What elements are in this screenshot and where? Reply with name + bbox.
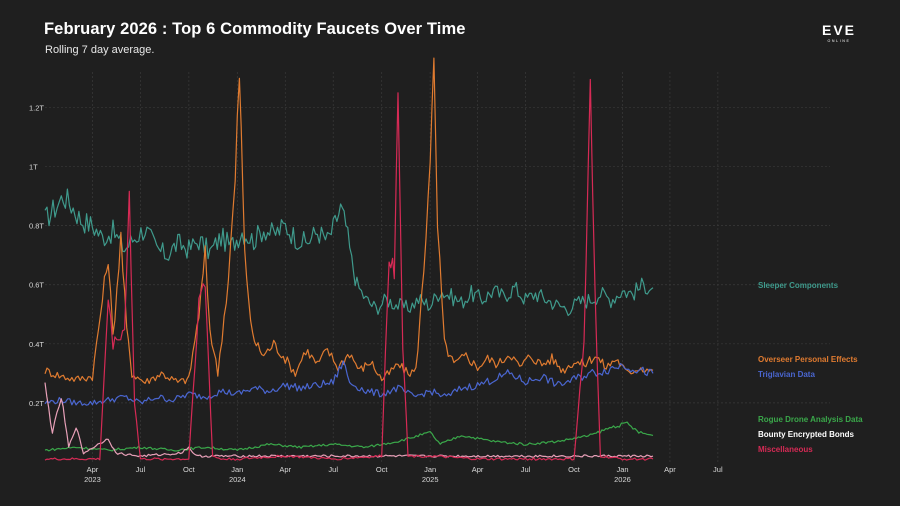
svg-text:EVE: EVE [822, 22, 856, 38]
series-line-3 [44, 421, 654, 452]
grid [45, 72, 830, 462]
series-label-4: Bounty Encrypted Bonds [758, 430, 855, 439]
series-label-0: Sleeper Components [758, 281, 839, 290]
svg-text:ONLINE: ONLINE [828, 39, 851, 43]
x-tick-label-1: Jul [136, 465, 146, 474]
y-axis-ticks: 0.2T 0.4T 0.6T 0.8T 1T 1.2T [29, 103, 44, 407]
series-line-0 [44, 188, 654, 317]
x-tick-label-7: Jan [424, 465, 436, 474]
x-tick-label-10: Oct [568, 465, 581, 474]
eve-online-logo: EVE ONLINE [822, 22, 856, 43]
x-tick-label-13: Jul [713, 465, 723, 474]
x-tick-label-6: Oct [376, 465, 389, 474]
x-tick-label-9: Jul [521, 465, 531, 474]
y-tick-label-0: 0.2T [29, 399, 44, 408]
x-tick-label-8: Apr [472, 465, 484, 474]
x-tick-label-3: Jan [231, 465, 243, 474]
x-tick-label-0: Apr [87, 465, 99, 474]
x-tick-label-2: Oct [183, 465, 196, 474]
x-tick-label-4: Apr [279, 465, 291, 474]
x-tick-year-11: 2026 [614, 475, 631, 484]
series-label-1: Overseer Personal Effects [758, 355, 858, 364]
y-tick-label-3: 0.8T [29, 222, 44, 231]
y-tick-label-5: 1.2T [29, 103, 44, 112]
series-label-3: Rogue Drone Analysis Data [758, 415, 863, 424]
series-line-1 [44, 57, 654, 385]
series-line-2 [44, 360, 654, 406]
x-tick-year-3: 2024 [229, 475, 246, 484]
series-labels: Sleeper Components Overseer Personal Effe… [758, 281, 863, 454]
chart-subtitle: Rolling 7 day average. [45, 44, 155, 56]
series-lines [44, 57, 654, 461]
y-tick-label-2: 0.6T [29, 281, 44, 290]
series-line-5 [44, 78, 654, 461]
series-line-4 [44, 382, 654, 458]
x-tick-year-7: 2025 [422, 475, 439, 484]
x-tick-label-5: Jul [328, 465, 338, 474]
y-tick-label-1: 0.4T [29, 340, 44, 349]
x-tick-year-0: 2023 [84, 475, 101, 484]
x-tick-label-12: Apr [664, 465, 676, 474]
series-label-2: Triglavian Data [758, 370, 815, 379]
x-tick-label-11: Jan [616, 465, 628, 474]
series-label-5: Miscellaneous [758, 445, 813, 454]
chart-title: February 2026 : Top 6 Commodity Faucets … [44, 20, 466, 38]
y-tick-label-4: 1T [29, 163, 38, 172]
